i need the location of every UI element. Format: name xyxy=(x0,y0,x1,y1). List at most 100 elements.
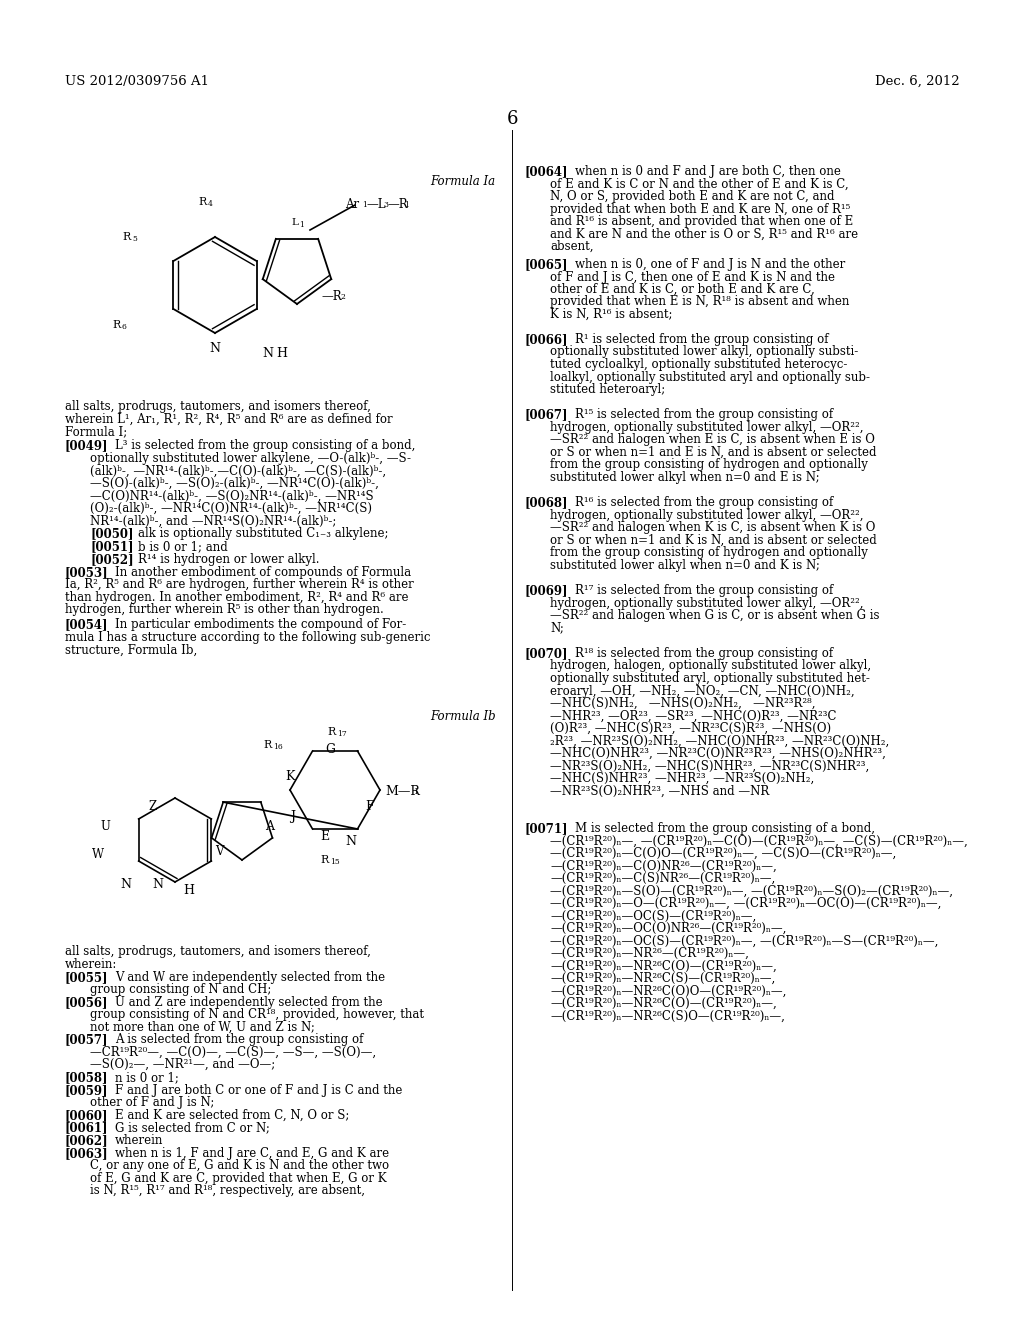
Text: N: N xyxy=(152,878,163,891)
Text: Ia, R², R⁵ and R⁶ are hydrogen, further wherein R⁴ is other: Ia, R², R⁵ and R⁶ are hydrogen, further … xyxy=(65,578,414,591)
Text: —CR¹⁹R²⁰—, —C(O)—, —C(S)—, —S—, —S(O)—,: —CR¹⁹R²⁰—, —C(O)—, —C(S)—, —S—, —S(O)—, xyxy=(90,1045,376,1059)
Text: —(CR¹⁹R²⁰)ₙ—NR²⁶C(O)O—(CR¹⁹R²⁰)ₙ—,: —(CR¹⁹R²⁰)ₙ—NR²⁶C(O)O—(CR¹⁹R²⁰)ₙ—, xyxy=(550,985,786,998)
Text: M—R: M—R xyxy=(385,785,420,799)
Text: R: R xyxy=(319,855,329,865)
Text: 17: 17 xyxy=(337,730,347,738)
Text: other of F and J is N;: other of F and J is N; xyxy=(90,1096,214,1109)
Text: K: K xyxy=(285,770,295,783)
Text: R: R xyxy=(198,197,206,207)
Text: of E, G and K are C, provided that when E, G or K: of E, G and K are C, provided that when … xyxy=(90,1172,387,1185)
Text: group consisting of N and CR¹⁸, provided, however, that: group consisting of N and CR¹⁸, provided… xyxy=(90,1008,424,1020)
Text: In another embodiment of compounds of Formula: In another embodiment of compounds of Fo… xyxy=(115,566,411,579)
Text: 1: 1 xyxy=(413,788,418,796)
Text: [0067]: [0067] xyxy=(525,408,568,421)
Text: —L: —L xyxy=(366,198,385,211)
Text: N: N xyxy=(262,347,273,360)
Text: [0050]: [0050] xyxy=(90,527,133,540)
Text: [0049]: [0049] xyxy=(65,440,109,451)
Text: ₂R²³, —NR²³S(O)₂NH₂, —NHC(O)NHR²³, —NR²³C(O)NH₂,: ₂R²³, —NR²³S(O)₂NH₂, —NHC(O)NHR²³, —NR²³… xyxy=(550,734,889,747)
Text: —C(O)NR¹⁴-(alk)ᵇ-, —S(O)₂NR¹⁴-(alk)ᵇ-, —NR¹⁴S: —C(O)NR¹⁴-(alk)ᵇ-, —S(O)₂NR¹⁴-(alk)ᵇ-, —… xyxy=(90,490,374,503)
Text: other of E and K is C, or both E and K are C,: other of E and K is C, or both E and K a… xyxy=(550,282,815,296)
Text: tuted cycloalkyl, optionally substituted heterocyc-: tuted cycloalkyl, optionally substituted… xyxy=(550,358,848,371)
Text: N;: N; xyxy=(550,622,564,635)
Text: eroaryl, —OH, —NH₂, —NO₂, —CN, —NHC(O)NH₂,: eroaryl, —OH, —NH₂, —NO₂, —CN, —NHC(O)NH… xyxy=(550,685,855,697)
Text: N: N xyxy=(120,878,131,891)
Text: R¹⁶ is selected from the group consisting of: R¹⁶ is selected from the group consistin… xyxy=(575,496,834,510)
Text: wherein:: wherein: xyxy=(65,958,118,972)
Text: Formula Ia: Formula Ia xyxy=(430,176,496,187)
Text: —SR²² and halogen when G is C, or is absent when G is: —SR²² and halogen when G is C, or is abs… xyxy=(550,609,880,622)
Text: 5: 5 xyxy=(132,235,137,243)
Text: —R: —R xyxy=(387,198,408,211)
Text: V: V xyxy=(215,845,223,858)
Text: —(CR¹⁹R²⁰)ₙ—NR²⁶C(S)O—(CR¹⁹R²⁰)ₙ—,: —(CR¹⁹R²⁰)ₙ—NR²⁶C(S)O—(CR¹⁹R²⁰)ₙ—, xyxy=(550,1010,784,1023)
Text: C, or any one of E, G and K is N and the other two: C, or any one of E, G and K is N and the… xyxy=(90,1159,389,1172)
Text: R¹⁷ is selected from the group consisting of: R¹⁷ is selected from the group consistin… xyxy=(575,583,834,597)
Text: alk is optionally substituted C₁₋₃ alkylene;: alk is optionally substituted C₁₋₃ alkyl… xyxy=(138,527,388,540)
Text: [0058]: [0058] xyxy=(65,1071,109,1084)
Text: —(CR¹⁹R²⁰)ₙ—, —(CR¹⁹R²⁰)ₙ—C(O)—(CR¹⁹R²⁰)ₙ—, —C(S)—(CR¹⁹R²⁰)ₙ—,: —(CR¹⁹R²⁰)ₙ—, —(CR¹⁹R²⁰)ₙ—C(O)—(CR¹⁹R²⁰)… xyxy=(550,834,968,847)
Text: [0061]: [0061] xyxy=(65,1121,109,1134)
Text: stituted heteroaryl;: stituted heteroaryl; xyxy=(550,383,666,396)
Text: [0068]: [0068] xyxy=(525,496,568,510)
Text: H: H xyxy=(183,884,194,898)
Text: 6: 6 xyxy=(506,110,518,128)
Text: [0064]: [0064] xyxy=(525,165,568,178)
Text: —NHC(O)NHR²³, —NR²³C(O)NR²³R²³, —NHS(O)₂NHR²³,: —NHC(O)NHR²³, —NR²³C(O)NR²³R²³, —NHS(O)₂… xyxy=(550,747,886,760)
Text: b is 0 or 1; and: b is 0 or 1; and xyxy=(138,540,227,553)
Text: —NHC(S)NHR²³, —NHR²³, —NR²³S(O)₂NH₂,: —NHC(S)NHR²³, —NHR²³, —NR²³S(O)₂NH₂, xyxy=(550,772,814,785)
Text: n is 0 or 1;: n is 0 or 1; xyxy=(115,1071,179,1084)
Text: Ar: Ar xyxy=(345,198,359,211)
Text: absent,: absent, xyxy=(550,240,594,253)
Text: group consisting of N and CH;: group consisting of N and CH; xyxy=(90,983,271,997)
Text: —(CR¹⁹R²⁰)ₙ—OC(O)NR²⁶—(CR¹⁹R²⁰)ₙ—,: —(CR¹⁹R²⁰)ₙ—OC(O)NR²⁶—(CR¹⁹R²⁰)ₙ—, xyxy=(550,921,786,935)
Text: V and W are independently selected from the: V and W are independently selected from … xyxy=(115,972,385,983)
Text: —(CR¹⁹R²⁰)ₙ—OC(S)—(CR¹⁹R²⁰)ₙ—, —(CR¹⁹R²⁰)ₙ—S—(CR¹⁹R²⁰)ₙ—,: —(CR¹⁹R²⁰)ₙ—OC(S)—(CR¹⁹R²⁰)ₙ—, —(CR¹⁹R²⁰… xyxy=(550,935,938,948)
Text: 1: 1 xyxy=(299,220,304,228)
Text: —R: —R xyxy=(321,290,342,304)
Text: provided that when both E and K are N, one of R¹⁵: provided that when both E and K are N, o… xyxy=(550,202,850,215)
Text: —NR²³S(O)₂NHR²³, —NHS and —NR: —NR²³S(O)₂NHR²³, —NHS and —NR xyxy=(550,784,769,797)
Text: 15: 15 xyxy=(330,858,340,866)
Text: —SR²² and halogen when E is C, is absent when E is O: —SR²² and halogen when E is C, is absent… xyxy=(550,433,874,446)
Text: Z: Z xyxy=(148,800,157,813)
Text: —(CR¹⁹R²⁰)ₙ—NR²⁶C(S)—(CR¹⁹R²⁰)ₙ—,: —(CR¹⁹R²⁰)ₙ—NR²⁶C(S)—(CR¹⁹R²⁰)ₙ—, xyxy=(550,972,775,985)
Text: hydrogen, optionally substituted lower alkyl, —OR²²,: hydrogen, optionally substituted lower a… xyxy=(550,421,863,433)
Text: —(CR¹⁹R²⁰)ₙ—NR²⁶C(O)—(CR¹⁹R²⁰)ₙ—,: —(CR¹⁹R²⁰)ₙ—NR²⁶C(O)—(CR¹⁹R²⁰)ₙ—, xyxy=(550,960,777,973)
Text: [0066]: [0066] xyxy=(525,333,568,346)
Text: mula I has a structure according to the following sub-generic: mula I has a structure according to the … xyxy=(65,631,430,644)
Text: substituted lower alkyl when n=0 and E is N;: substituted lower alkyl when n=0 and E i… xyxy=(550,470,819,483)
Text: 6: 6 xyxy=(122,323,127,331)
Text: M is selected from the group consisting of a bond,: M is selected from the group consisting … xyxy=(575,822,874,836)
Text: hydrogen, optionally substituted lower alkyl, —OR²²,: hydrogen, optionally substituted lower a… xyxy=(550,597,863,610)
Text: [0062]: [0062] xyxy=(65,1134,109,1147)
Text: —(CR¹⁹R²⁰)ₙ—S(O)—(CR¹⁹R²⁰)ₙ—, —(CR¹⁹R²⁰)ₙ—S(O)₂—(CR¹⁹R²⁰)ₙ—,: —(CR¹⁹R²⁰)ₙ—S(O)—(CR¹⁹R²⁰)ₙ—, —(CR¹⁹R²⁰)… xyxy=(550,884,953,898)
Text: N, O or S, provided both E and K are not C, and: N, O or S, provided both E and K are not… xyxy=(550,190,835,203)
Text: wherein: wherein xyxy=(115,1134,164,1147)
Text: [0052]: [0052] xyxy=(90,553,133,566)
Text: R¹ is selected from the group consisting of: R¹ is selected from the group consisting… xyxy=(575,333,828,346)
Text: Formula I;: Formula I; xyxy=(65,425,127,438)
Text: L: L xyxy=(291,218,298,227)
Text: (O)R²³, —NHC(S)R²³, —NR²³C(S)R²³, —NHS(O): (O)R²³, —NHC(S)R²³, —NR²³C(S)R²³, —NHS(O… xyxy=(550,722,831,735)
Text: —S(O)-(alk)ᵇ-, —S(O)₂-(alk)ᵇ-, —NR¹⁴C(O)-(alk)ᵇ-,: —S(O)-(alk)ᵇ-, —S(O)₂-(alk)ᵇ-, —NR¹⁴C(O)… xyxy=(90,477,379,490)
Text: when n is 0 and F and J are both C, then one: when n is 0 and F and J are both C, then… xyxy=(575,165,841,178)
Text: 1: 1 xyxy=(362,201,367,209)
Text: [0063]: [0063] xyxy=(65,1147,109,1160)
Text: —(CR¹⁹R²⁰)ₙ—C(O)O—(CR¹⁹R²⁰)ₙ—, —C(S)O—(CR¹⁹R²⁰)ₙ—,: —(CR¹⁹R²⁰)ₙ—C(O)O—(CR¹⁹R²⁰)ₙ—, —C(S)O—(C… xyxy=(550,847,896,861)
Text: wherein L¹, Ar₁, R¹, R², R⁴, R⁵ and R⁶ are as defined for: wherein L¹, Ar₁, R¹, R², R⁴, R⁵ and R⁶ a… xyxy=(65,412,392,425)
Text: 3: 3 xyxy=(383,201,388,209)
Text: when n is 0, one of F and J is N and the other: when n is 0, one of F and J is N and the… xyxy=(575,257,845,271)
Text: —(CR¹⁹R²⁰)ₙ—O—(CR¹⁹R²⁰)ₙ—, —(CR¹⁹R²⁰)ₙ—OC(O)—(CR¹⁹R²⁰)ₙ—,: —(CR¹⁹R²⁰)ₙ—O—(CR¹⁹R²⁰)ₙ—, —(CR¹⁹R²⁰)ₙ—O… xyxy=(550,898,941,909)
Text: R¹⁴ is hydrogen or lower alkyl.: R¹⁴ is hydrogen or lower alkyl. xyxy=(138,553,319,566)
Text: In particular embodiments the compound of For-: In particular embodiments the compound o… xyxy=(115,618,407,631)
Text: [0057]: [0057] xyxy=(65,1034,109,1045)
Text: —SR²² and halogen when K is C, is absent when K is O: —SR²² and halogen when K is C, is absent… xyxy=(550,521,876,535)
Text: and K are N and the other is O or S, R¹⁵ and R¹⁶ are: and K are N and the other is O or S, R¹⁵… xyxy=(550,227,858,240)
Text: when n is 1, F and J are C, and E, G and K are: when n is 1, F and J are C, and E, G and… xyxy=(115,1147,389,1160)
Text: N: N xyxy=(345,836,356,847)
Text: —(CR¹⁹R²⁰)ₙ—C(O)NR²⁶—(CR¹⁹R²⁰)ₙ—,: —(CR¹⁹R²⁰)ₙ—C(O)NR²⁶—(CR¹⁹R²⁰)ₙ—, xyxy=(550,859,777,873)
Text: [0051]: [0051] xyxy=(90,540,133,553)
Text: US 2012/0309756 A1: US 2012/0309756 A1 xyxy=(65,75,209,88)
Text: [0055]: [0055] xyxy=(65,972,109,983)
